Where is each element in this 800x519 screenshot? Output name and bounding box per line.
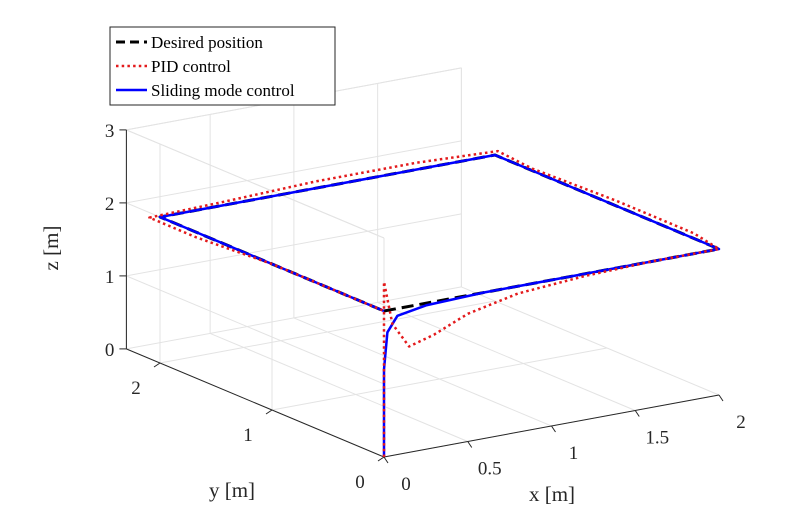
- x-tick-mark: [551, 425, 556, 433]
- z-tick-label: 0: [105, 340, 115, 361]
- series-line-pid-control: [148, 149, 721, 457]
- data-series: [148, 149, 721, 457]
- y-tick-label: 2: [131, 378, 141, 399]
- grid-line-back-z: [126, 140, 462, 204]
- legend-box: [109, 26, 336, 106]
- x-tick-label: 1.5: [645, 428, 669, 449]
- grid-line-floor-x: [377, 301, 636, 411]
- x-tick-mark: [467, 441, 473, 448]
- z-axis-label: z [m]: [39, 226, 63, 271]
- x-tick-mark: [383, 456, 389, 464]
- grid-line-floor-x: [461, 286, 720, 396]
- axis-labels: x [m] y [m] z [m]: [39, 226, 575, 506]
- grid-layer: [125, 67, 720, 458]
- legend-label: Desired position: [151, 33, 263, 52]
- z-tick-label: 2: [105, 194, 115, 215]
- x-tick-mark: [634, 410, 640, 417]
- grid-line-floor-x: [293, 317, 552, 427]
- grid-line-back-z: [126, 213, 462, 277]
- x-tick-mark: [718, 394, 724, 402]
- grid-line-back-z: [126, 286, 462, 350]
- box-edge-top-left: [126, 129, 385, 239]
- z-tick-label: 3: [105, 121, 115, 142]
- x-tick-label: 1: [569, 443, 579, 464]
- grid-line-floor-y: [271, 347, 608, 411]
- series-line-desired-position: [158, 153, 721, 313]
- grid-line-floor-x: [209, 332, 468, 442]
- y-tick-label: 1: [243, 425, 253, 446]
- x-tick-label: 2: [736, 412, 746, 433]
- grid-line-side-z: [126, 275, 385, 385]
- y-tick-label: 0: [355, 472, 365, 493]
- y-axis-label: y [m]: [209, 478, 255, 502]
- legend-label: PID control: [151, 57, 231, 76]
- series-line-sliding-mode-control: [158, 153, 721, 457]
- y-tick-mark: [265, 409, 273, 415]
- x-tick-label: 0: [401, 474, 411, 495]
- y-tick-mark: [377, 456, 385, 462]
- axes-box: [119, 129, 724, 464]
- y-axis-line: [126, 348, 385, 458]
- y-tick-mark: [153, 362, 161, 368]
- legend-label: Sliding mode control: [151, 81, 295, 100]
- x-axis-label: x [m]: [529, 482, 575, 506]
- x-tick-label: 0.5: [478, 459, 502, 480]
- legend: Desired position PID control Sliding mode …: [109, 26, 336, 106]
- grid-line-floor-y: [159, 300, 496, 364]
- z-tick-label: 1: [105, 267, 115, 288]
